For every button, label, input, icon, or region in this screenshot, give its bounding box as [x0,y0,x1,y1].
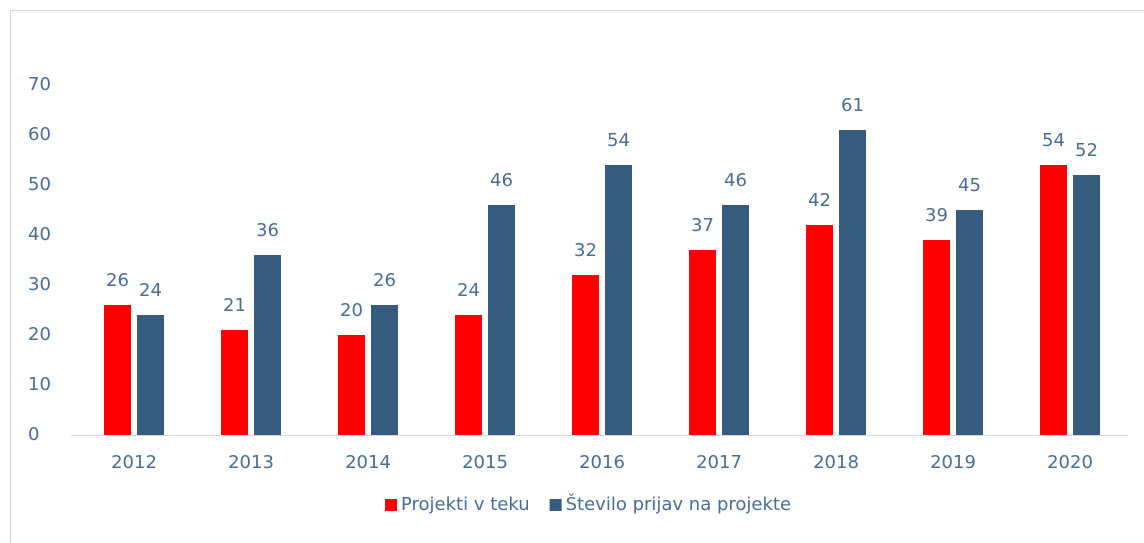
data-label: 36 [256,220,279,241]
bar [1040,165,1067,435]
y-tick-label: 10 [28,374,51,395]
x-tick-label: 2019 [930,452,976,473]
y-tick-label: 70 [28,74,51,95]
legend-swatch [385,499,397,511]
y-tick-label: 20 [28,324,51,345]
bar [371,305,398,435]
bar [488,205,515,435]
x-tick-label: 2020 [1047,452,1093,473]
bar [572,275,599,435]
y-tick-label: 60 [28,124,51,145]
data-label: 54 [607,130,630,151]
chart-frame [10,10,1144,543]
bar [923,240,950,435]
x-tick-label: 2012 [111,452,157,473]
bar [137,315,164,435]
bar [956,210,983,435]
x-tick-label: 2016 [579,452,625,473]
bar [1073,175,1100,435]
bar [689,250,716,435]
x-tick-label: 2014 [345,452,391,473]
data-label: 61 [841,95,864,116]
data-label: 26 [373,270,396,291]
x-tick-label: 2017 [696,452,742,473]
bar [338,335,365,435]
bar [605,165,632,435]
data-label: 46 [724,170,747,191]
data-label: 46 [490,170,513,191]
y-tick-label: 0 [28,424,39,445]
bar [839,130,866,435]
bar [455,315,482,435]
data-label: 32 [574,240,597,261]
legend-swatch [549,499,562,511]
y-tick-label: 40 [28,224,51,245]
bar [722,205,749,435]
legend-label: Projekti v teku [401,494,530,515]
data-label: 21 [223,295,246,316]
y-tick-label: 50 [28,174,51,195]
data-label: 45 [958,175,981,196]
bar [806,225,833,435]
x-tick-label: 2018 [813,452,859,473]
data-label: 42 [808,190,831,211]
bar [254,255,281,435]
x-tick-label: 2013 [228,452,274,473]
bar [104,305,131,435]
data-label: 24 [139,280,162,301]
y-tick-label: 30 [28,274,51,295]
bar [221,330,248,435]
legend-label: Število prijav na projekte [566,493,791,515]
data-label: 52 [1075,140,1098,161]
data-label: 37 [691,215,714,236]
data-label: 26 [106,270,129,291]
data-label: 24 [457,280,480,301]
x-tick-label: 2015 [462,452,508,473]
data-label: 39 [925,205,948,226]
data-label: 20 [340,300,363,321]
data-label: 54 [1042,130,1065,151]
